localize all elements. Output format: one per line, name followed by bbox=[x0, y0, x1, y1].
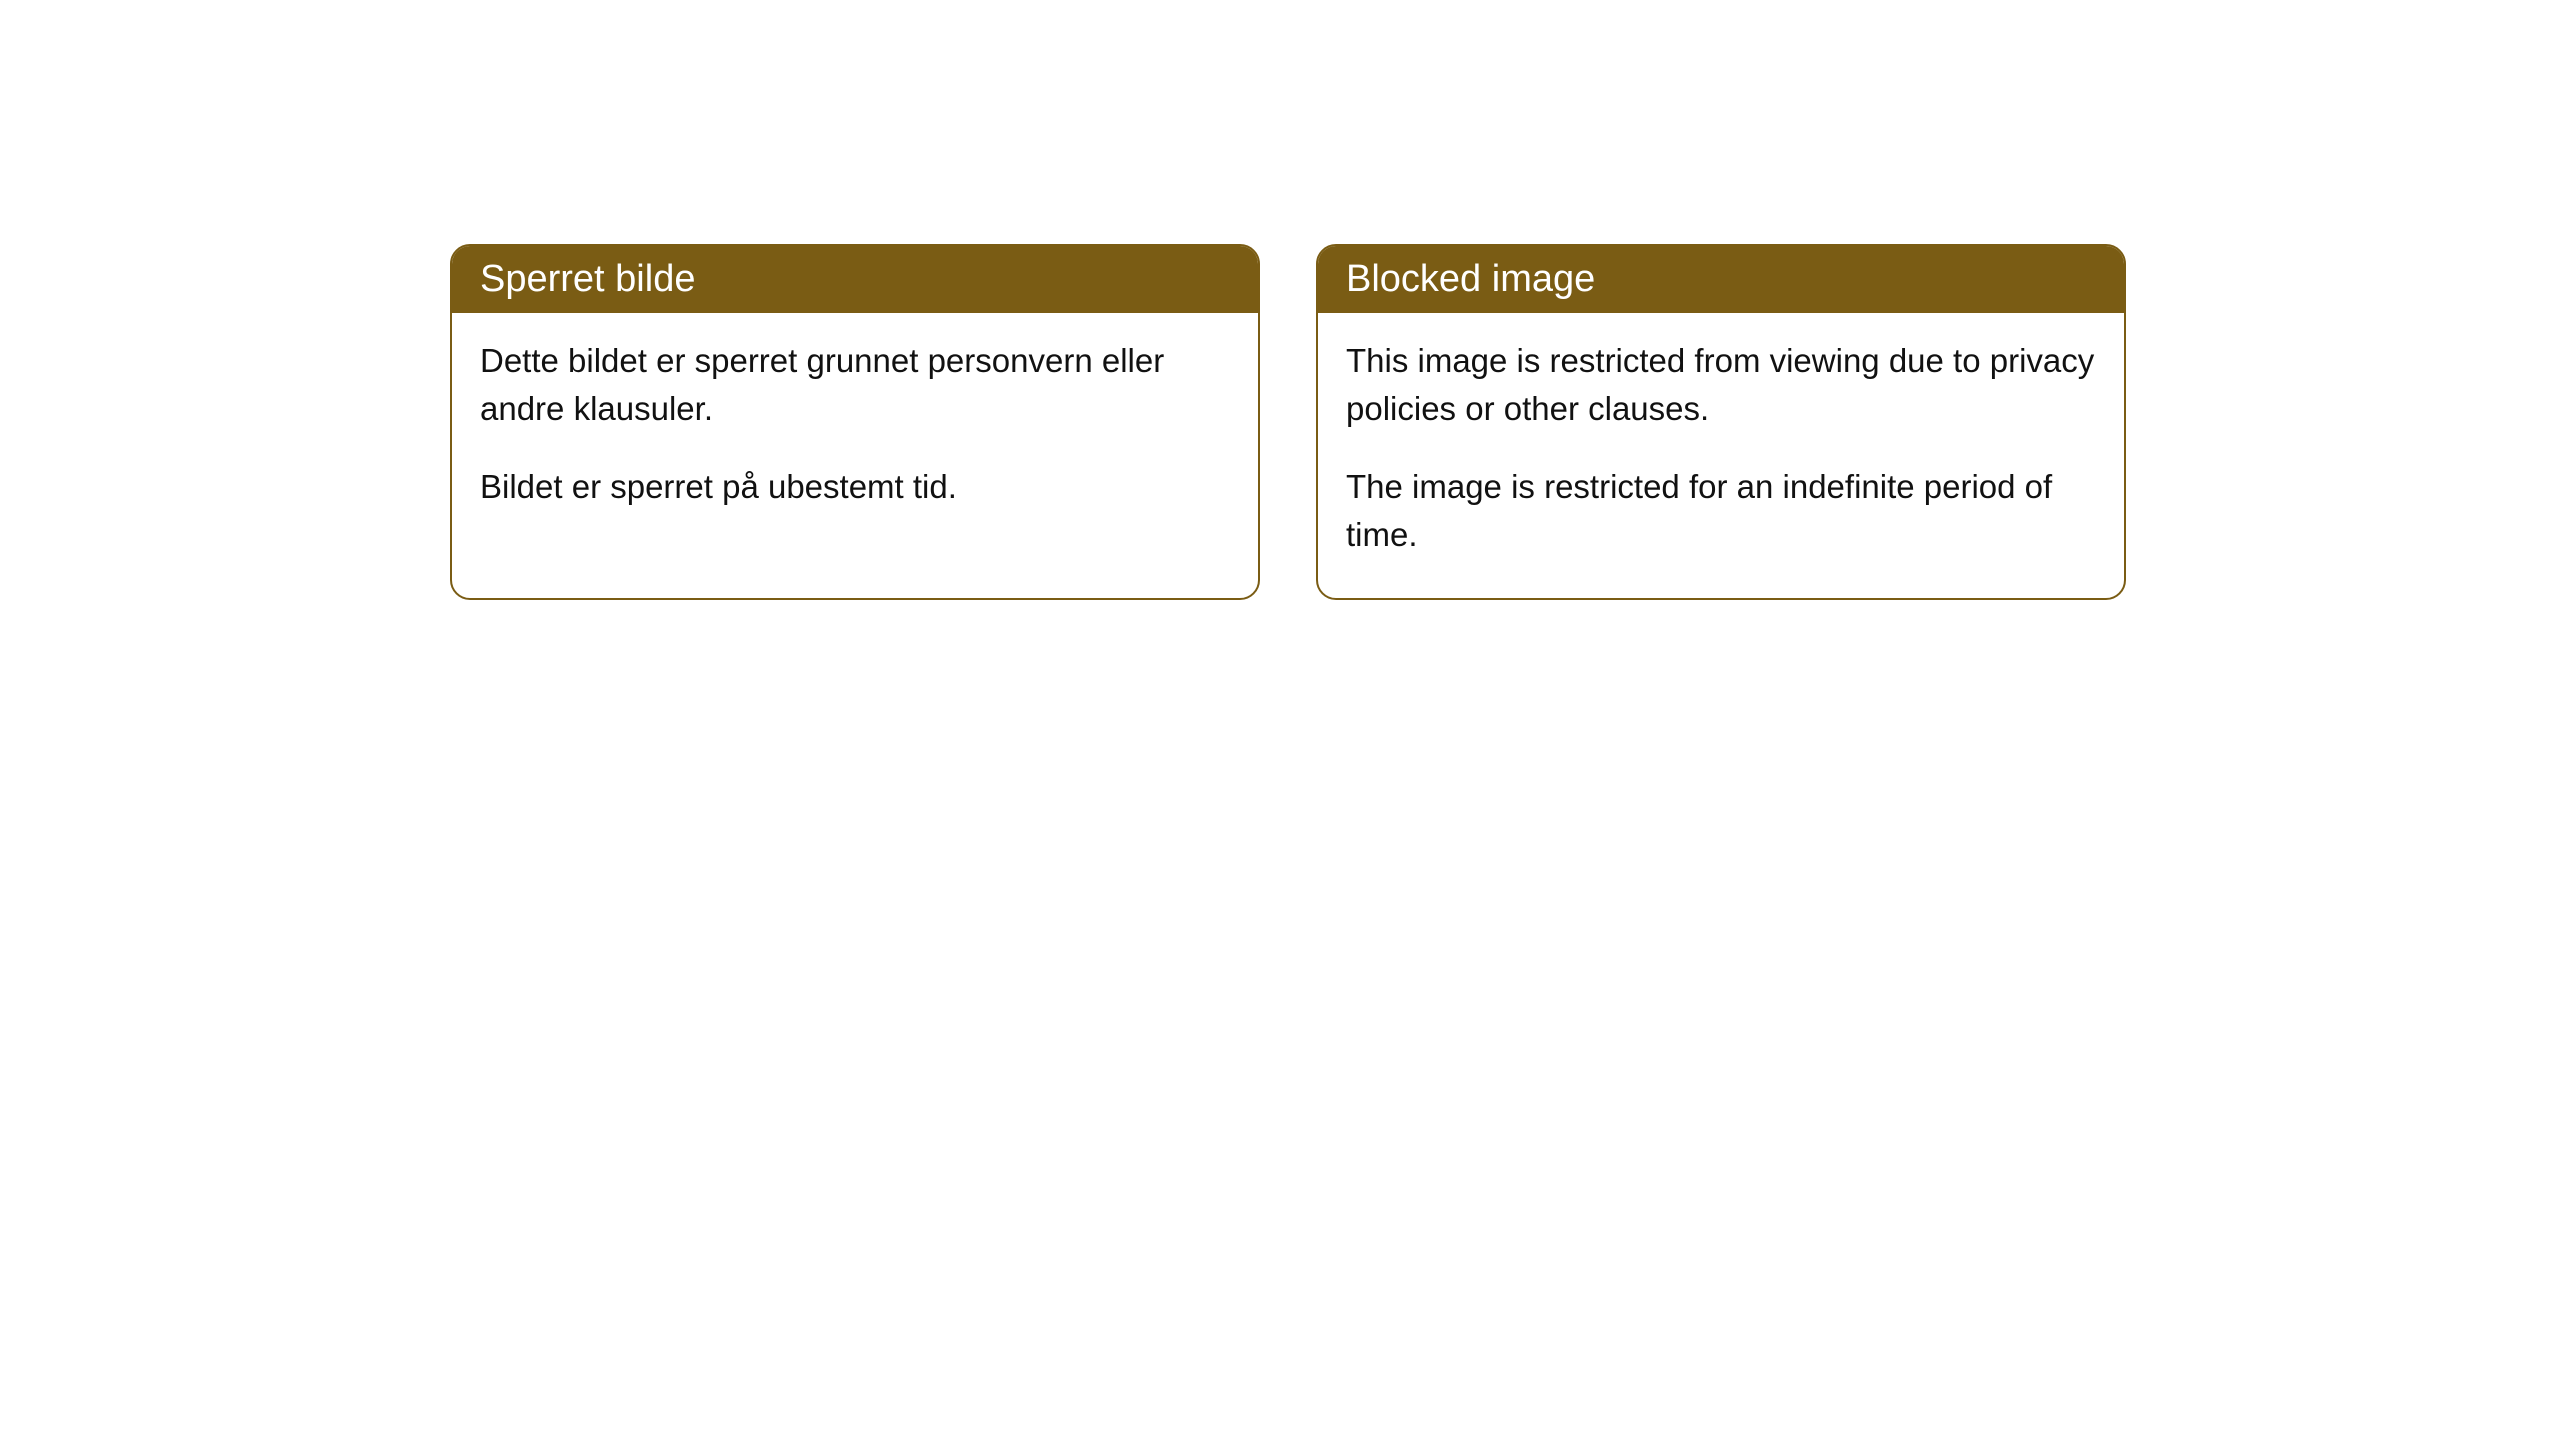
blocked-image-card-en: Blocked image This image is restricted f… bbox=[1316, 244, 2126, 600]
notice-container: Sperret bilde Dette bildet er sperret gr… bbox=[0, 0, 2560, 600]
card-text-no-1: Dette bildet er sperret grunnet personve… bbox=[480, 337, 1230, 433]
card-header-no: Sperret bilde bbox=[452, 246, 1258, 313]
card-header-en: Blocked image bbox=[1318, 246, 2124, 313]
card-text-en-1: This image is restricted from viewing du… bbox=[1346, 337, 2096, 433]
card-body-no: Dette bildet er sperret grunnet personve… bbox=[452, 313, 1258, 551]
card-text-en-2: The image is restricted for an indefinit… bbox=[1346, 463, 2096, 559]
card-text-no-2: Bildet er sperret på ubestemt tid. bbox=[480, 463, 1230, 511]
blocked-image-card-no: Sperret bilde Dette bildet er sperret gr… bbox=[450, 244, 1260, 600]
card-body-en: This image is restricted from viewing du… bbox=[1318, 313, 2124, 598]
